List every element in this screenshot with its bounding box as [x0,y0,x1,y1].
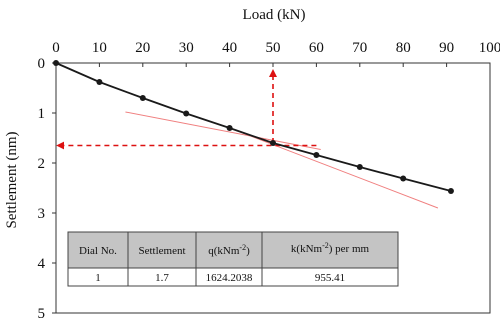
table-header-dial: Dial No. [79,245,117,257]
x-axis-title: Load (kN) [243,7,306,23]
x-tick-label: 60 [309,40,324,56]
y-tick-label: 4 [38,256,46,272]
table-header-k: k(kNm-2) per mm [291,241,370,255]
data-point [96,79,103,85]
data-point [139,95,146,101]
guide-lines [56,69,317,150]
table-header-settlement: Settlement [138,245,185,257]
results-table: Dial No. Settlement q(kNm-2) k(kNm-2) pe… [67,231,399,287]
x-tick-label: 90 [439,40,454,56]
data-point [183,110,190,117]
x-tick-label: 30 [179,40,194,56]
data-point [53,60,59,66]
tangent-line [125,111,321,150]
data-point [313,152,320,158]
y-tick-label: 0 [38,56,46,72]
x-tick-label: 0 [52,40,60,56]
table-cell-q: 1624.2038 [206,272,253,284]
y-tick-label: 5 [38,306,46,320]
y-axis-title: Settlement (nm) [4,131,20,228]
y-tick-label: 1 [38,106,46,122]
data-point [226,125,233,131]
series-line [55,62,452,192]
data-series [53,60,454,194]
x-tick-label: 20 [135,40,150,56]
x-tick-label: 70 [352,40,367,56]
table-cell-dial: 1 [95,272,101,284]
table-header-bg [67,231,399,269]
data-point [447,188,454,194]
data-point [270,140,276,146]
x-tick-label: 40 [222,40,237,56]
y-tick-label: 2 [38,156,46,172]
x-tick-label: 50 [266,40,281,56]
x-tick-label: 100 [479,40,500,56]
table-cell-k: 955.41 [315,272,345,284]
data-point [356,164,363,170]
data-point [400,175,407,182]
tangent-line [229,127,439,209]
x-tick-label: 80 [396,40,411,56]
x-tick-label: 10 [92,40,107,56]
axis-ticks: 0 10 20 30 40 50 60 70 80 90 100 0 1 2 3 4 5 [38,40,500,320]
table-row-bg [67,267,399,287]
table-cell-settlement: 1.7 [155,272,169,284]
tangent-lines [125,111,439,209]
y-tick-label: 3 [38,206,46,222]
